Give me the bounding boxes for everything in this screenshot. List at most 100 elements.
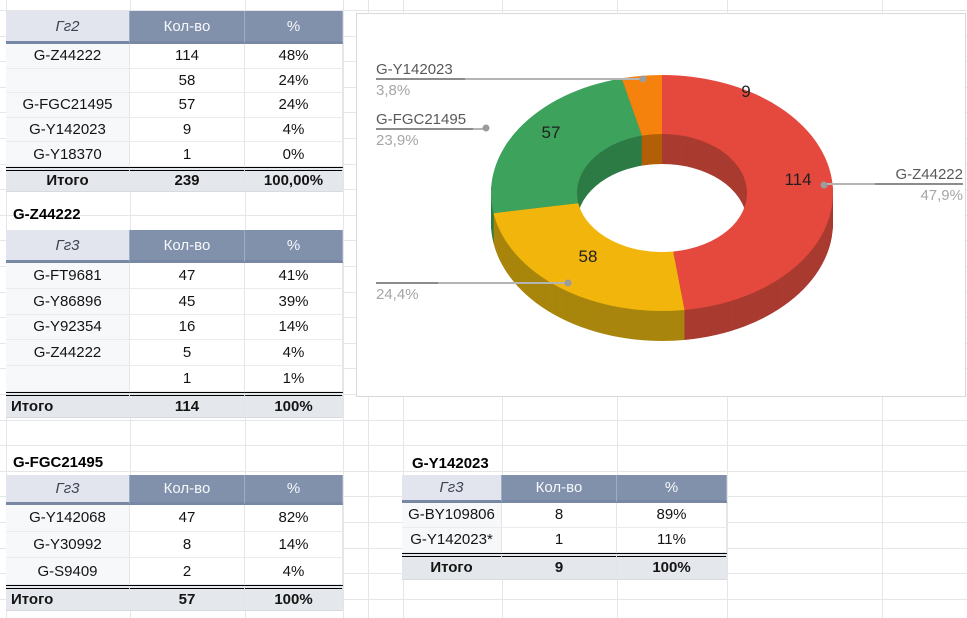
data-cell[interactable]: 1 [130,142,245,167]
data-cell[interactable]: G-Y92354 [6,314,130,341]
header-cell[interactable]: Кол-во [130,475,245,505]
table-row: 1 1% [6,366,343,392]
total-cell[interactable]: 100% [245,585,343,612]
data-cell[interactable]: 48% [245,44,343,69]
total-cell[interactable]: 9 [502,552,617,580]
data-cell[interactable]: G-S9409 [6,558,130,586]
total-cell[interactable]: 114 [130,391,245,418]
data-cell[interactable]: 41% [245,263,343,289]
data-cell[interactable]: G-Z44222 [6,44,130,69]
data-cell[interactable]: 4% [245,117,343,143]
data-cell[interactable]: 24% [245,93,343,118]
header-cell[interactable]: Гг3 [402,475,502,503]
data-cell[interactable]: 47 [130,505,245,532]
table-row: G-Y92354 16 14% [6,314,343,341]
data-cell[interactable]: G-Y18370 [6,142,130,167]
data-cell[interactable]: 57 [130,93,245,118]
total-cell[interactable]: 100% [245,391,343,418]
detail-table-g-fgc21495: Гг3 Кол-во% G-Y142068 47 82% G-Y30992 8 14% G-S9… [6,475,343,612]
data-cell[interactable]: 45 [130,288,245,315]
table-row: G-Z44222 5 4% [6,340,343,367]
summary-table-gg2: Гг2 Кол-во% G-Z44222 114 48% 58 24% G-FGC21495 5… [6,11,343,192]
header-cell[interactable]: % [617,475,727,503]
segment-value-label: 114 [784,170,811,189]
table-row: G-Y30992 8 14% [6,531,343,559]
data-cell[interactable]: 4% [245,558,343,586]
table-row: G-BY109806 8 89% [402,503,727,528]
total-cell[interactable]: Итого [6,585,130,612]
data-cell[interactable]: 14% [245,314,343,341]
total-cell[interactable]: Итого [6,166,130,192]
data-cell[interactable]: G-Z44222 [6,340,130,367]
gridline [0,10,967,11]
header-cell[interactable]: Кол-во [130,11,245,44]
header-cell[interactable]: % [245,475,343,505]
data-cell[interactable]: 8 [130,531,245,559]
table-row: G-Y142023 9 4% [6,117,343,143]
gridline [0,470,967,472]
data-cell[interactable]: 1 [502,527,617,553]
data-cell[interactable]: G-FT9681 [6,263,130,289]
header-cell[interactable]: Гг3 [6,475,130,505]
data-cell[interactable]: G-Y86896 [6,288,130,315]
header-cell[interactable]: Гг2 [6,11,130,44]
data-cell[interactable]: 24% [245,68,343,94]
pie-segment-G-Y142023[interactable] [621,75,662,136]
data-cell[interactable]: G-FGC21495 [6,93,130,118]
header-cell[interactable]: Кол-во [130,230,245,263]
data-cell[interactable]: G-Y142068 [6,505,130,532]
total-cell[interactable]: 100,00% [245,166,343,192]
data-cell[interactable]: 82% [245,505,343,532]
data-cell[interactable] [6,68,130,94]
data-cell[interactable]: 8 [502,503,617,528]
leader-dot [820,181,828,189]
data-cell[interactable]: 9 [130,117,245,143]
total-cell[interactable]: 57 [130,585,245,612]
pie-segment-G-Z44222[interactable] [662,75,833,310]
total-cell[interactable]: Итого [402,552,502,580]
data-cell[interactable] [6,366,130,392]
data-cell[interactable]: 16 [130,314,245,341]
data-cell[interactable]: G-Y142023 [6,117,130,143]
data-cell[interactable]: 39% [245,288,343,315]
data-cell[interactable]: 89% [617,503,727,528]
header-cell[interactable]: Гг3 [6,230,130,263]
data-cell[interactable]: G-Y30992 [6,531,130,559]
segment-value-label: 57 [542,123,561,142]
callout-percent-label: 3,8% [376,82,410,99]
data-cell[interactable]: 114 [130,44,245,69]
callout-percent-label: 47,9% [920,187,963,204]
total-cell[interactable]: Итого [6,391,130,418]
header-cell[interactable]: % [245,230,343,263]
detail-table-g-y142023: Гг3 Кол-во% G-BY109806 8 89% G-Y142023* 1 11% Ит… [402,475,727,580]
donut-chart[interactable]: 114 58 57 9 G-Z44222 47,9% 24,4% G-FGC21495 23,9… [356,13,966,397]
pie-segment-blank[interactable] [493,203,685,311]
segment-value-label: 9 [741,82,750,101]
total-cell[interactable]: 239 [130,166,245,192]
data-cell[interactable]: 5 [130,340,245,367]
data-cell[interactable]: 4% [245,340,343,367]
data-cell[interactable]: G-Y142023* [402,527,502,553]
section-title-g-fgc21495: G-FGC21495 [13,453,104,471]
data-cell[interactable]: G-BY109806 [402,503,502,528]
data-cell[interactable]: 14% [245,531,343,559]
section-title-g-z44222: G-Z44222 [13,205,81,223]
table-row: Гг3 Кол-во% [6,475,343,505]
header-cell[interactable]: Кол-во [502,475,617,503]
data-cell[interactable]: 0% [245,142,343,167]
header-cell[interactable]: % [245,11,343,44]
leader-dot [482,124,490,132]
data-cell[interactable]: 11% [617,527,727,553]
callout-category-label: G-Z44222 [895,166,963,183]
data-cell[interactable]: 1% [245,366,343,392]
data-cell[interactable]: 47 [130,263,245,289]
data-cell[interactable]: 58 [130,68,245,94]
total-cell[interactable]: 100% [617,552,727,580]
data-cell[interactable]: 1 [130,366,245,392]
table-row: 58 24% [6,68,343,94]
section-title-g-y142023: G-Y142023 [412,454,489,472]
table-row: G-Y142068 47 82% [6,505,343,532]
leader-dot [639,75,647,83]
pie-segment-G-FGC21495[interactable] [491,78,642,214]
data-cell[interactable]: 2 [130,558,245,586]
